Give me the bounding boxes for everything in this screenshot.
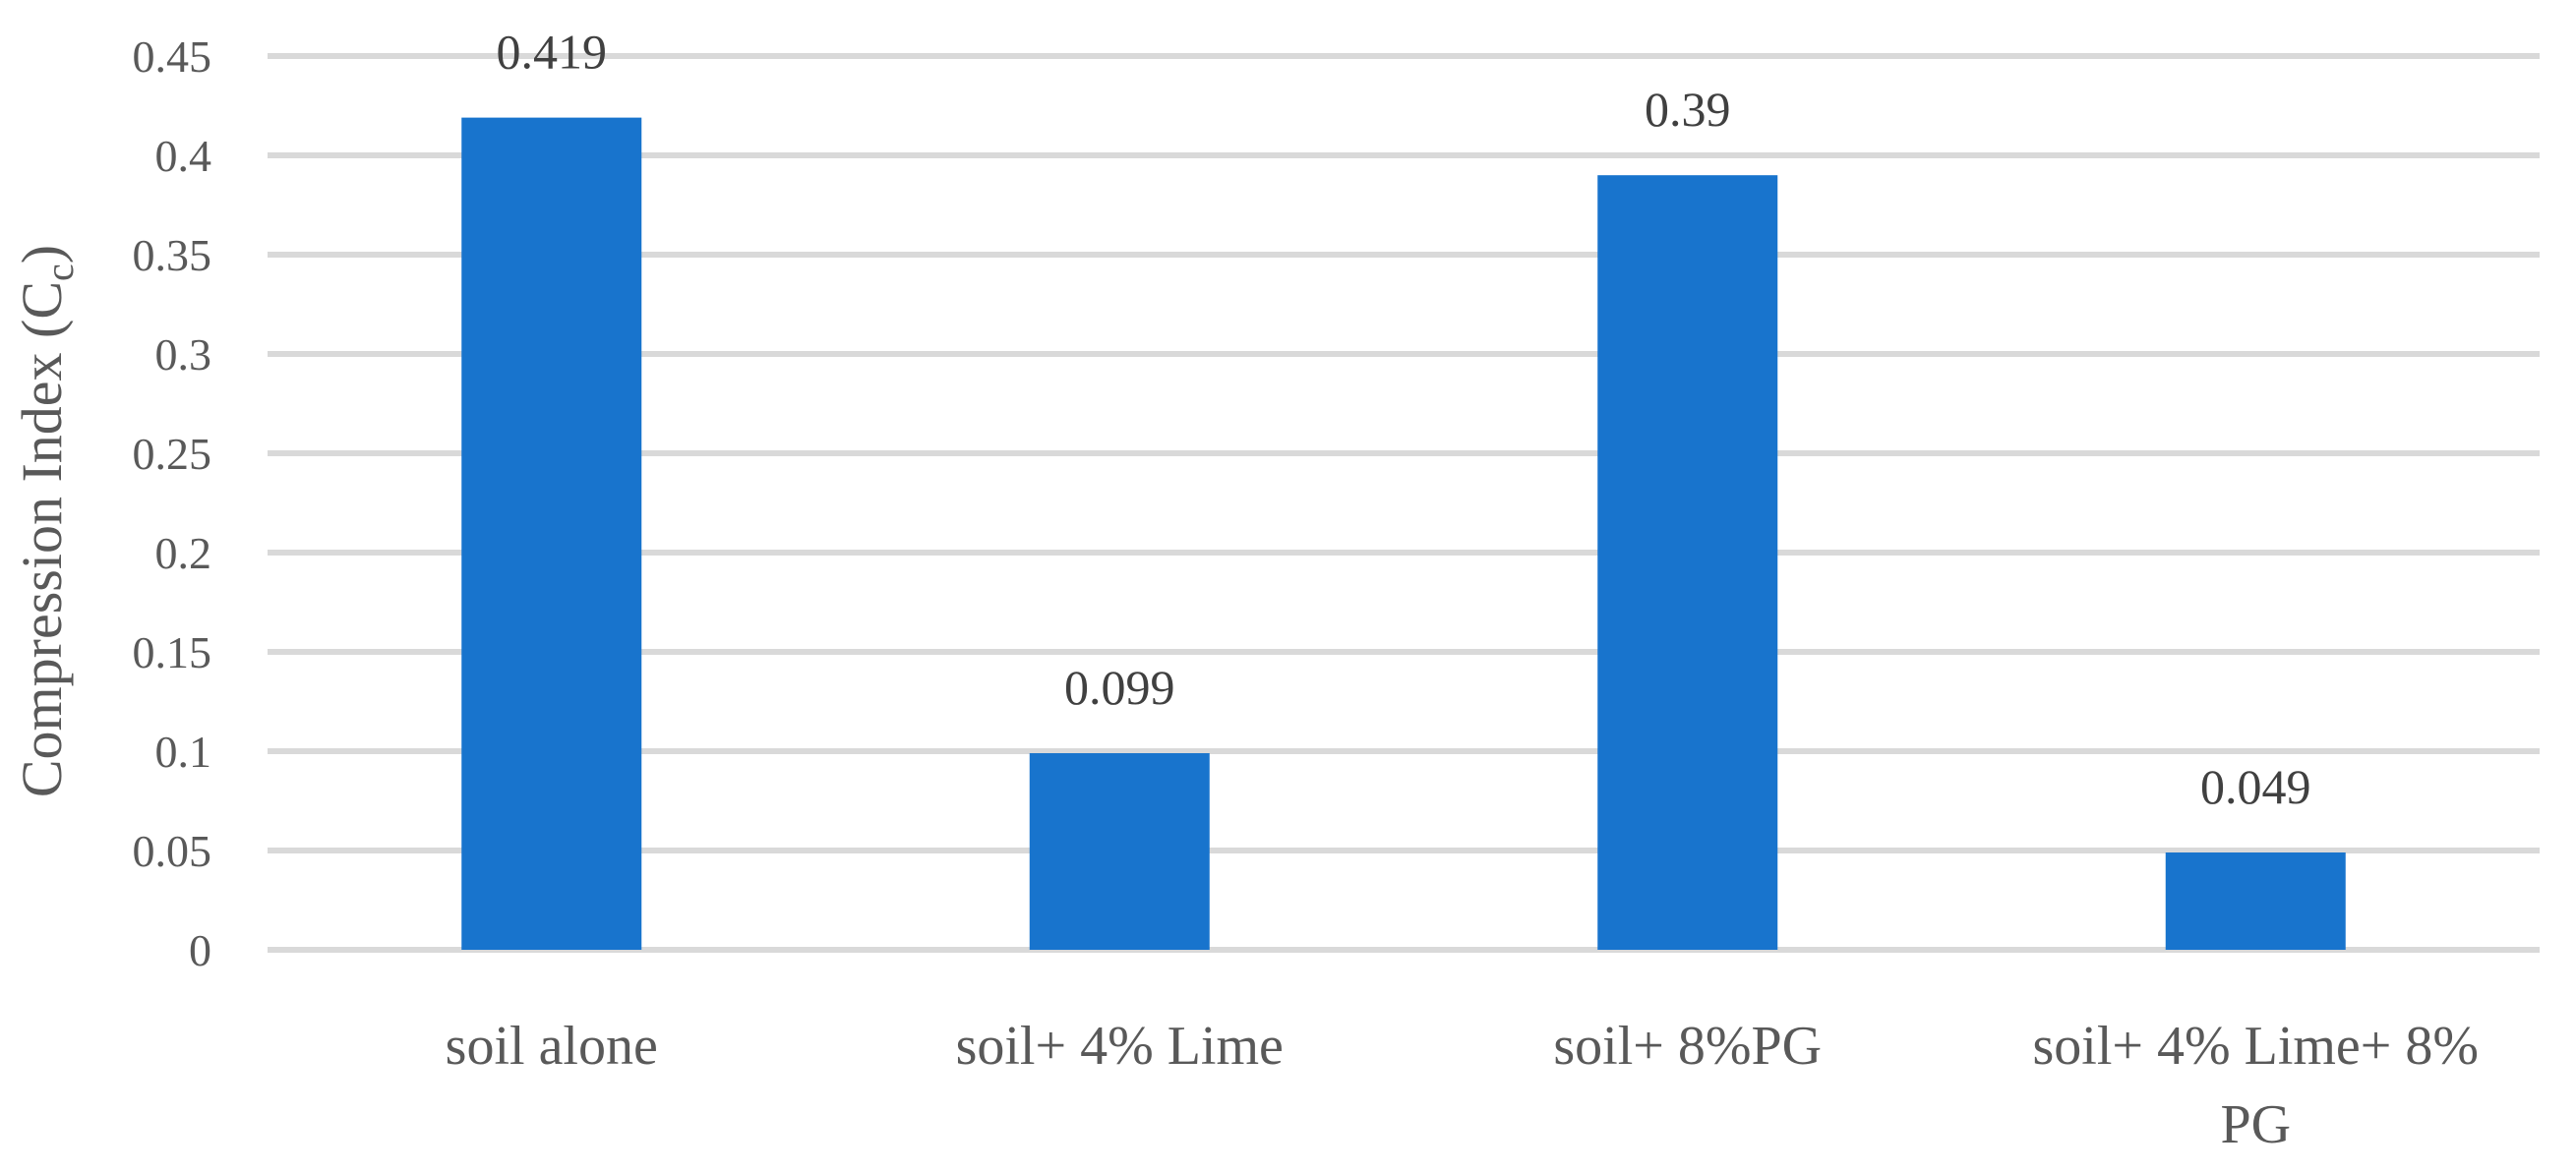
x-axis-categories: soil alone soil+ 4% Lime soil+ 8%PG soil+ 4… [446,1016,2479,1155]
data-label: 0.049 [2200,759,2311,814]
y-axis-ticks: 0 0.05 0.1 0.15 0.2 0.25 0.3 0.35 0.4 0.45 [133,31,212,975]
y-tick-label: 0.4 [155,131,212,181]
x-category-label: soil+ 4% Lime [956,1016,1284,1077]
y-tick-label: 0.2 [155,528,212,578]
y-tick-label: 0.15 [133,627,212,677]
y-tick-label: 0.05 [133,826,212,876]
y-tick-label: 0 [189,925,211,975]
y-axis-title: Compression Index (Cc) [10,245,82,797]
bar [2165,852,2346,950]
y-tick-label: 0.45 [133,31,212,82]
x-category-label: soil+ 4% Lime+ 8% PG [2032,1016,2479,1155]
bar [1597,175,1778,950]
bars [461,117,2346,951]
gridlines [268,53,2540,953]
bar [461,117,642,951]
x-category-label: soil alone [446,1016,658,1077]
y-axis-title-subscript: c [37,264,82,281]
data-label: 0.419 [497,25,608,80]
y-tick-label: 0.25 [133,429,212,479]
data-labels: 0.419 0.099 0.39 0.049 [497,25,2311,814]
y-tick-label: 0.1 [155,727,212,777]
data-label: 0.39 [1645,82,1731,137]
y-axis-title-suffix: ) [10,245,74,264]
bar [1029,753,1210,950]
data-label: 0.099 [1064,660,1175,715]
y-axis-title-main: Compression Index (C [10,281,74,797]
x-category-label: soil+ 8%PG [1553,1016,1822,1077]
y-tick-label: 0.3 [155,329,212,380]
y-tick-label: 0.35 [133,230,212,280]
